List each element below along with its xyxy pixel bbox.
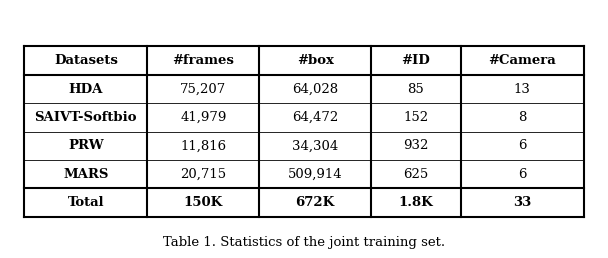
Text: 6: 6 <box>518 168 527 181</box>
Text: 13: 13 <box>514 83 531 95</box>
Text: 6: 6 <box>518 139 527 152</box>
Text: #box: #box <box>297 54 334 67</box>
Text: 672K: 672K <box>295 196 335 209</box>
Text: 932: 932 <box>403 139 429 152</box>
Text: HDA: HDA <box>69 83 103 95</box>
Text: Datasets: Datasets <box>54 54 118 67</box>
Text: SAIVT-Softbio: SAIVT-Softbio <box>35 111 137 124</box>
Text: 625: 625 <box>403 168 429 181</box>
Text: 8: 8 <box>518 111 527 124</box>
Text: #Camera: #Camera <box>488 54 556 67</box>
Text: 152: 152 <box>403 111 429 124</box>
Text: Table 1. Statistics of the joint training set.: Table 1. Statistics of the joint trainin… <box>163 236 445 249</box>
Text: 64,472: 64,472 <box>292 111 338 124</box>
Text: 64,028: 64,028 <box>292 83 338 95</box>
Text: Total: Total <box>67 196 104 209</box>
Text: 85: 85 <box>407 83 424 95</box>
Text: 1.8K: 1.8K <box>398 196 434 209</box>
Text: 11,816: 11,816 <box>180 139 226 152</box>
Text: PRW: PRW <box>68 139 103 152</box>
Text: 33: 33 <box>513 196 531 209</box>
Text: 41,979: 41,979 <box>180 111 227 124</box>
Text: 150K: 150K <box>184 196 223 209</box>
Text: #ID: #ID <box>401 54 430 67</box>
Text: MARS: MARS <box>63 168 109 181</box>
Text: 20,715: 20,715 <box>180 168 226 181</box>
Text: 34,304: 34,304 <box>292 139 338 152</box>
Text: 75,207: 75,207 <box>180 83 226 95</box>
Text: 509,914: 509,914 <box>288 168 342 181</box>
Text: #frames: #frames <box>173 54 234 67</box>
